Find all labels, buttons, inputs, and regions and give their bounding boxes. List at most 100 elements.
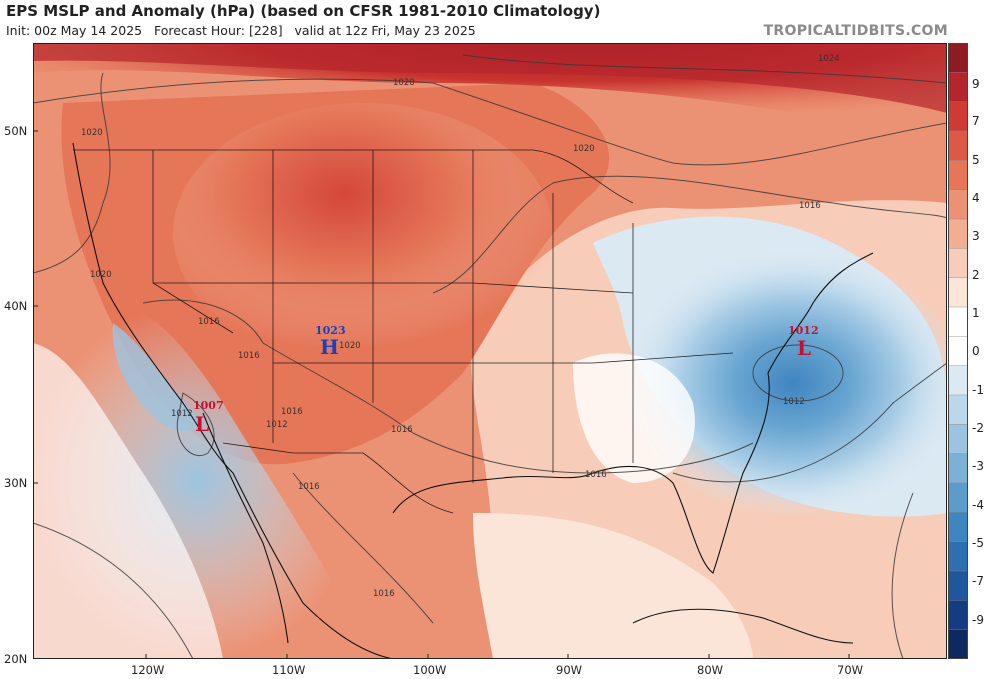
colorbar-cell — [948, 365, 968, 396]
colorbar-cell — [948, 72, 968, 103]
colorbar-cell — [948, 336, 968, 367]
colorbar-label: -9 — [972, 613, 984, 627]
lat-label-30n: 30N — [4, 476, 28, 490]
pacific-coastline — [72, 142, 394, 659]
colorbar-label: 0 — [972, 344, 980, 358]
colorbar-cell — [948, 306, 968, 338]
contour-label: 1012 — [266, 420, 288, 430]
contour-label: 1020 — [339, 341, 361, 351]
brand-watermark: TROPICALTIDBITS.COM — [763, 23, 948, 39]
colorbar-cell — [948, 482, 968, 514]
colorbar-cell — [948, 629, 968, 659]
us-mexico-border — [222, 442, 454, 514]
colorbar-label: -3 — [972, 459, 984, 473]
lon-label-70w: 70W — [837, 663, 864, 677]
colorbar-label: 1 — [972, 306, 980, 320]
map-title: EPS MSLP and Anomaly (hPa) (based on CFS… — [6, 2, 601, 20]
isobar-1012-low — [752, 344, 844, 402]
colorbar-cell — [948, 189, 968, 220]
colorbar-cell — [948, 160, 968, 191]
contour-label: 1016 — [373, 589, 395, 599]
contour-label: 1016 — [281, 407, 303, 417]
colorbar-cell — [948, 101, 968, 132]
colorbar-cell — [948, 43, 968, 74]
contour-label: 1012 — [783, 397, 805, 407]
low-center-west-letter: L — [195, 412, 209, 436]
pressure-centers: 1023 H 1012 L 1007 L — [193, 324, 819, 436]
isobar-1016-atlantic — [672, 362, 947, 483]
contour-label: 1016 — [298, 482, 320, 492]
low-center-east-value: 1012 — [788, 324, 819, 337]
lon-label-80w: 80W — [697, 663, 724, 677]
mslp-anomaly-map: 1024 1020 1020 1020 1020 1016 1016 1016 … — [33, 43, 947, 659]
colorbar — [948, 43, 968, 659]
lat-label-40n: 40N — [4, 299, 28, 313]
colorbar-label: -1 — [972, 383, 984, 397]
state-line-8 — [273, 352, 734, 364]
contour-label: 1020 — [81, 128, 103, 138]
colorbar-label: 2 — [972, 268, 980, 282]
colorbar-label: -7 — [972, 574, 984, 588]
colorbar-cell — [948, 248, 968, 279]
colorbar-cell — [948, 130, 968, 162]
colorbar-cell — [948, 600, 968, 631]
contour-label: 1016 — [198, 317, 220, 327]
contour-label: 1020 — [393, 78, 415, 88]
isobar-1024 — [462, 54, 947, 84]
isobar-1020-north — [33, 78, 947, 166]
colorbar-label: 9 — [972, 77, 980, 91]
isobar-pacific — [33, 522, 194, 659]
coastlines — [72, 142, 874, 659]
high-pressure-anomaly — [173, 103, 553, 363]
colorbar-label: 3 — [972, 229, 980, 243]
neutral-southeast — [573, 353, 695, 483]
colorbar-cell — [948, 424, 968, 455]
colorbar-label: 4 — [972, 191, 980, 205]
colorbar-label: -5 — [972, 536, 984, 550]
colorbar-cell — [948, 277, 968, 308]
isobar-1016-west — [142, 299, 414, 434]
colorbar-label: 7 — [972, 114, 980, 128]
colorbar-frame — [948, 43, 968, 659]
east-coast-low-anomaly — [623, 248, 947, 518]
isobar-1016 — [432, 175, 947, 294]
isobar-1020-west — [33, 72, 111, 274]
high-center-value: 1023 — [315, 324, 346, 337]
contour-label: 1020 — [573, 144, 595, 154]
pacific-neutral — [33, 343, 223, 659]
colorbar-cell — [948, 570, 968, 602]
borders — [73, 149, 734, 514]
lon-label-100w: 100W — [413, 663, 447, 677]
contour-label: 1016 — [799, 201, 821, 211]
contour-label: 1020 — [90, 270, 112, 280]
contour-label: 1016 — [238, 351, 260, 361]
atlantic-gulf-coastline — [392, 252, 874, 574]
lon-label-90w: 90W — [556, 663, 583, 677]
contour-label: 1016 — [585, 470, 607, 480]
contour-label-group: 1024 1020 1020 1020 1020 1016 1016 1016 … — [81, 54, 840, 599]
lon-label-120w: 120W — [131, 663, 165, 677]
low-center-east-letter: L — [797, 336, 811, 360]
contour-label: 1016 — [391, 425, 413, 435]
isobar-mexico — [292, 472, 434, 624]
isobar-1012-west — [176, 392, 215, 456]
lon-label-110w: 110W — [272, 663, 306, 677]
north-strong-anomaly — [33, 43, 947, 113]
high-center-letter: H — [320, 335, 339, 359]
baja-coastline — [202, 412, 289, 644]
colorbar-cell — [948, 541, 968, 572]
colorbar-label: 5 — [972, 153, 980, 167]
map-subtitle: Init: 00z May 14 2025 Forecast Hour: [22… — [6, 23, 476, 38]
colorbar-label: -2 — [972, 421, 984, 435]
contour-label: 1012 — [171, 409, 193, 419]
lat-label-50n: 50N — [4, 124, 28, 138]
contour-label: 1024 — [818, 54, 840, 64]
low-center-west-value: 1007 — [193, 399, 224, 412]
mexico-warm-anomaly — [363, 463, 485, 653]
isobar-atlantic-east — [891, 492, 914, 659]
gulf-weak-anomaly — [473, 513, 753, 659]
colorbar-cells — [948, 43, 968, 659]
colorbar-cell — [948, 218, 968, 250]
cuba-coastline — [632, 608, 854, 644]
colorbar-cell — [948, 512, 968, 543]
